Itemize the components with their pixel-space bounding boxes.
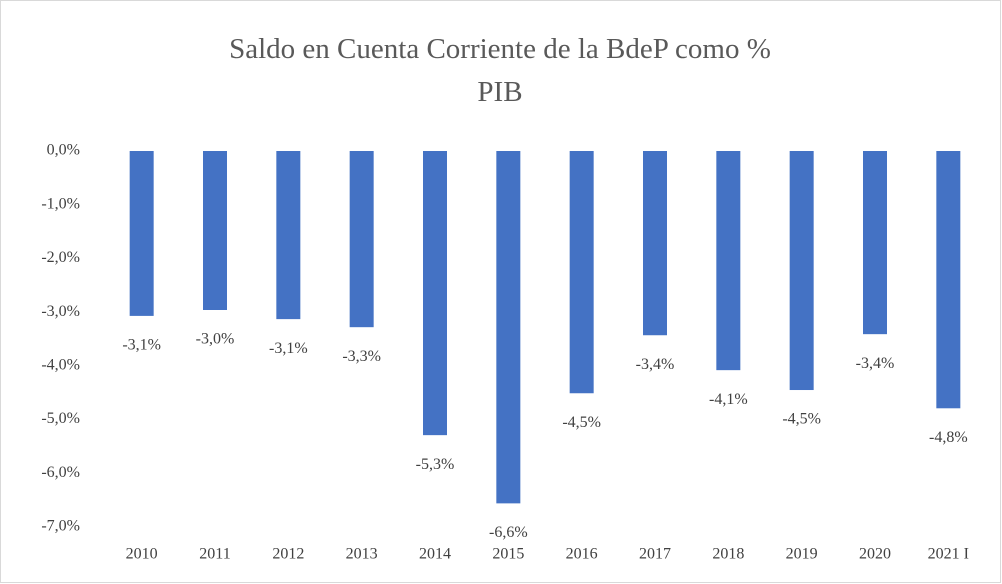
data-label: -5,3% (416, 456, 455, 473)
data-label: -4,5% (562, 414, 601, 431)
x-tick-label: 2012 (272, 546, 304, 563)
bar (863, 151, 887, 335)
bar (349, 151, 374, 328)
bar (276, 151, 301, 320)
bar (569, 151, 594, 394)
y-tick-label: -5,0% (41, 410, 80, 427)
y-tick-label: -3,0% (41, 303, 80, 320)
y-tick-label: 0,0% (47, 142, 80, 159)
x-tick-label: 2010 (126, 546, 158, 563)
data-label: -3,4% (636, 356, 675, 373)
x-tick-label: 2020 (859, 546, 891, 563)
data-label: -3,4% (856, 355, 895, 372)
title-box: Saldo en Cuenta Corriente de la BdeP com… (229, 33, 771, 108)
data-label: -6,6% (489, 524, 528, 541)
bar (789, 151, 814, 391)
x-tick-label: 2011 (199, 546, 230, 563)
data-label: -3,3% (342, 348, 381, 365)
y-tick-label: -4,0% (41, 357, 80, 374)
x-tick-label: 2016 (566, 546, 598, 563)
x-tick-label: 2014 (419, 546, 451, 563)
bar (129, 151, 154, 316)
x-tick-label: 2019 (786, 546, 818, 563)
y-tick-label: -7,0% (41, 518, 80, 535)
x-tick-label: 2017 (639, 546, 671, 563)
y-tick-label: -6,0% (41, 464, 80, 481)
bar (936, 151, 961, 409)
chart-title: Saldo en Cuenta Corriente de la BdeP com… (229, 33, 771, 108)
x-tick-label: 2021 I (928, 546, 969, 563)
data-label: -4,8% (929, 429, 968, 446)
x-tick-label: 2015 (492, 546, 524, 563)
data-label: -3,1% (269, 340, 308, 357)
x-tick-label: 2018 (712, 546, 744, 563)
data-label: -4,5% (782, 411, 821, 428)
data-label: -4,1% (709, 391, 748, 408)
x-tick-label: 2013 (346, 546, 378, 563)
bar (203, 151, 227, 310)
data-label: -3,0% (196, 331, 235, 348)
y-tick-label: -1,0% (41, 195, 80, 212)
data-label: -3,1% (122, 337, 161, 354)
bar (423, 151, 447, 436)
bar (643, 151, 667, 336)
y-tick-label: -2,0% (41, 249, 80, 266)
bar (716, 151, 741, 371)
bar (496, 151, 521, 504)
